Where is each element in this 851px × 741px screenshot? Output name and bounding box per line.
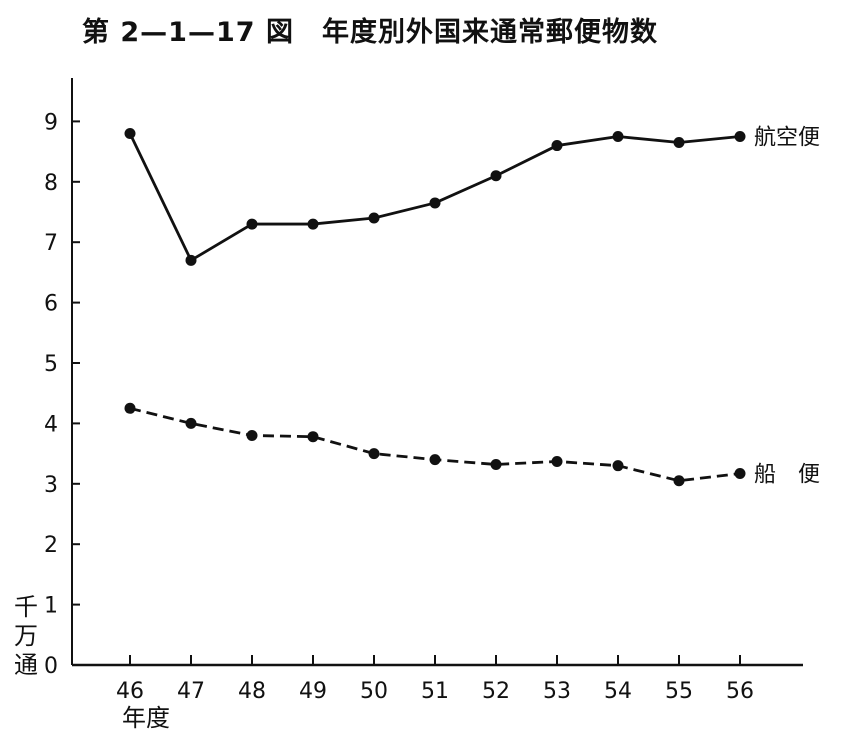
y-axis-label-char: 万 xyxy=(14,622,38,650)
x-tick-label: 46 xyxy=(116,679,144,704)
x-tick-label: 49 xyxy=(299,679,327,704)
data-point xyxy=(185,417,197,429)
axes xyxy=(71,78,803,667)
data-point xyxy=(246,429,258,441)
data-point xyxy=(429,454,441,466)
data-point xyxy=(612,131,624,142)
data-point xyxy=(368,448,380,460)
y-tick-label: 6 xyxy=(44,292,58,317)
data-point xyxy=(490,170,502,182)
data-point xyxy=(307,218,319,230)
y-axis-ticks: 0 1 2 3 4 5 6 7 8 9 xyxy=(44,110,80,679)
x-tick-label: 51 xyxy=(421,679,449,704)
y-axis-label-char: 千 xyxy=(14,593,38,621)
data-point xyxy=(185,254,197,266)
y-tick-label: 5 xyxy=(44,352,58,377)
x-tick-label: 48 xyxy=(238,679,266,704)
y-tick-label: 2 xyxy=(44,533,58,558)
data-point xyxy=(368,212,380,224)
data-point xyxy=(429,197,441,209)
data-point xyxy=(246,218,258,230)
series-line-1 xyxy=(128,132,741,262)
x-axis-ticks: 46 47 48 49 50 51 52 53 54 55 56 xyxy=(116,655,754,704)
y-tick-label: 8 xyxy=(44,171,58,196)
series-label-2: 船 便 xyxy=(754,463,820,488)
data-point xyxy=(124,127,136,139)
x-tick-label: 55 xyxy=(665,679,693,704)
data-point xyxy=(673,137,685,149)
data-point xyxy=(490,458,502,470)
y-tick-label: 4 xyxy=(44,412,58,437)
x-tick-label: 53 xyxy=(543,679,571,704)
data-point xyxy=(551,455,563,467)
y-axis-label: 千万通 xyxy=(14,593,38,679)
series-group xyxy=(124,127,746,487)
x-tick-label: 52 xyxy=(482,679,510,704)
y-tick-label: 0 xyxy=(44,654,58,679)
x-tick-label: 56 xyxy=(726,679,754,704)
y-tick-label: 7 xyxy=(44,231,58,256)
x-axis-label: 年度 xyxy=(122,704,170,732)
series-label-1: 航空便 xyxy=(754,126,820,151)
x-tick-label: 47 xyxy=(177,679,205,704)
data-point xyxy=(307,431,319,443)
data-point xyxy=(124,402,136,414)
y-tick-label: 3 xyxy=(44,473,58,498)
y-axis-label-char: 通 xyxy=(14,651,38,679)
x-tick-label: 50 xyxy=(360,679,388,704)
data-point xyxy=(551,140,563,152)
data-point xyxy=(673,475,685,487)
data-point xyxy=(734,468,746,480)
data-point xyxy=(612,460,624,472)
y-tick-label: 1 xyxy=(44,594,58,619)
x-tick-label: 54 xyxy=(604,679,632,704)
series-line-2 xyxy=(129,406,741,483)
data-point xyxy=(734,131,746,142)
y-tick-label: 9 xyxy=(44,110,58,135)
chart-title: 第 2—1—17 図 年度別外国来通常郵便物数 xyxy=(82,17,658,48)
